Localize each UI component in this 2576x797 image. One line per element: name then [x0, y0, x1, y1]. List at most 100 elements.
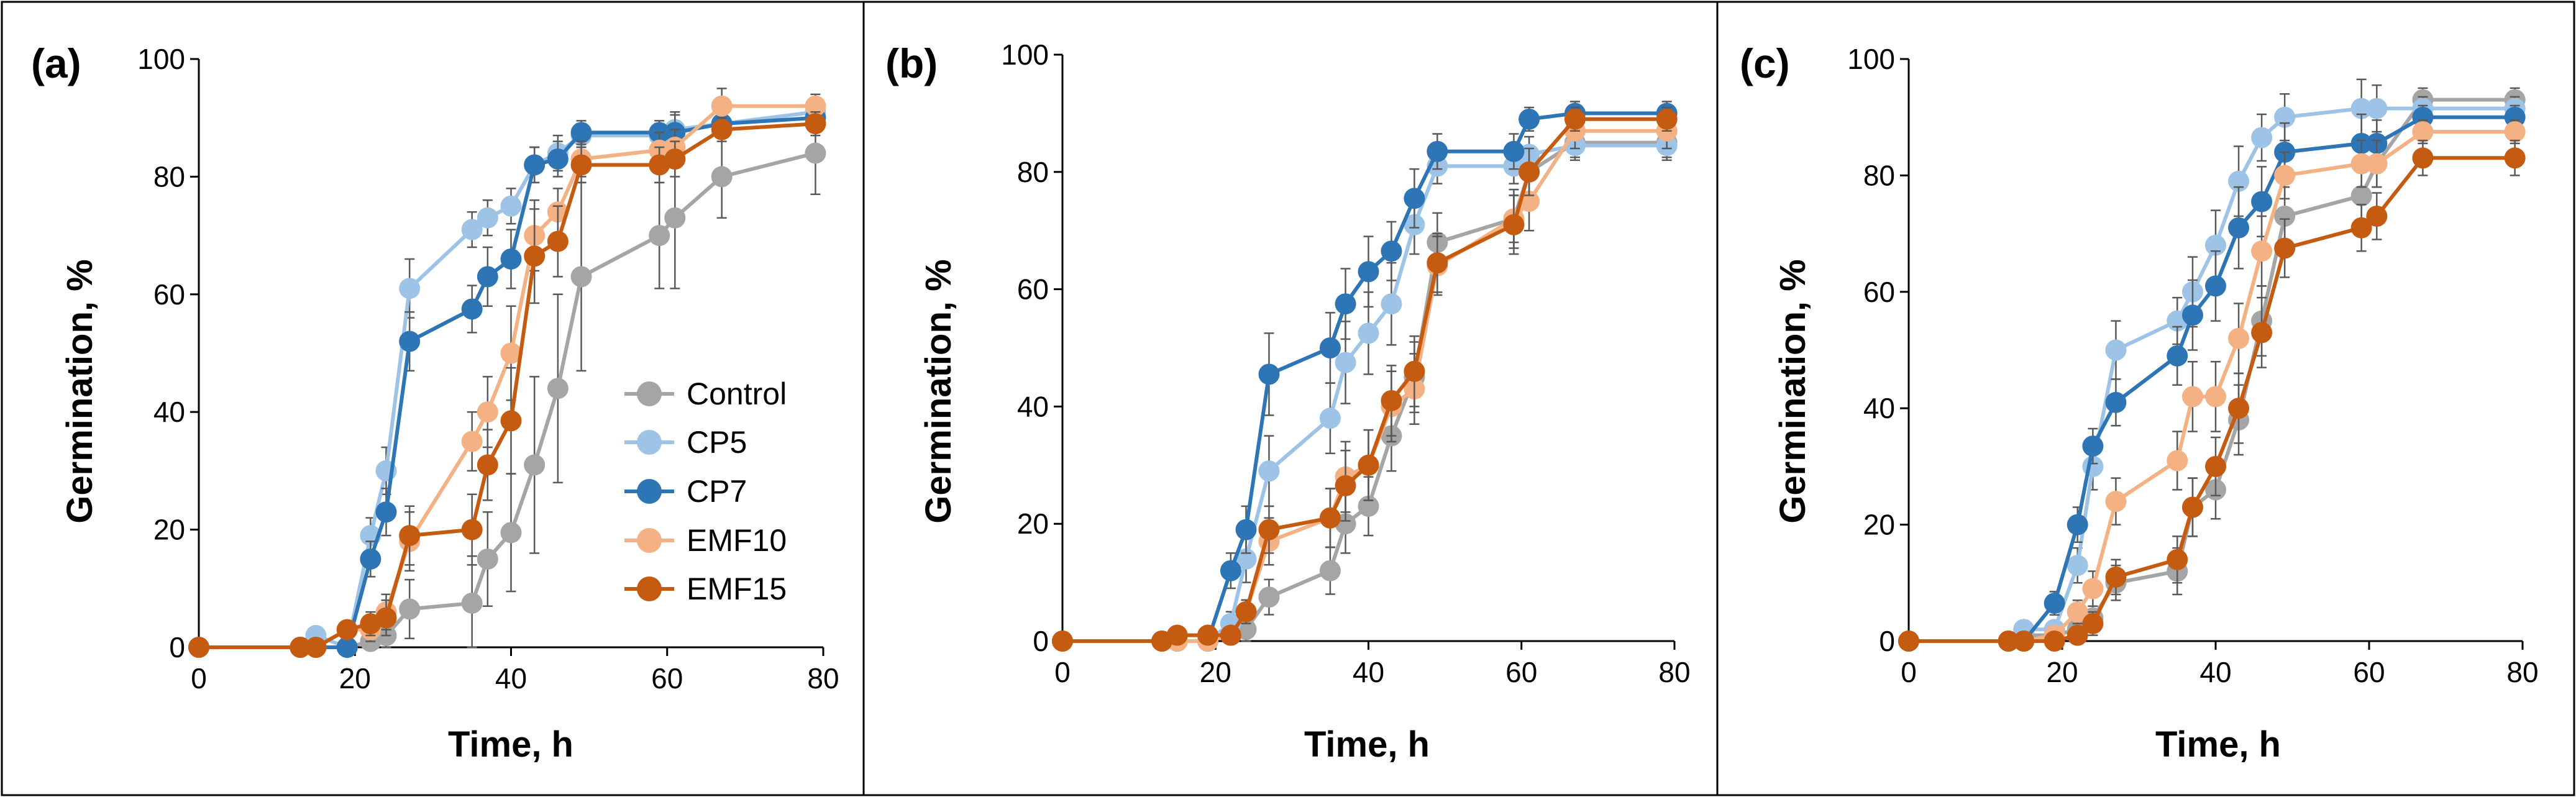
legend-item-cp7: CP7 — [624, 474, 747, 509]
x-tick-label: 40 — [2199, 656, 2231, 688]
data-point-cp7 — [1335, 293, 1356, 315]
series-cp7 — [1898, 104, 2526, 652]
data-point-control — [477, 548, 498, 570]
data-point-emf15 — [290, 637, 311, 658]
y-tick-label: 0 — [1033, 625, 1049, 657]
data-point-cp5 — [2274, 106, 2296, 128]
data-point-emf15 — [524, 245, 546, 267]
data-point-emf15 — [1503, 214, 1525, 235]
data-point-emf10 — [2067, 601, 2088, 623]
data-point-emf10 — [2504, 121, 2526, 143]
data-point-emf15 — [1898, 631, 1919, 652]
data-point-cp7 — [399, 330, 421, 352]
data-point-cp5 — [2067, 555, 2088, 576]
legend-label-control: Control — [687, 376, 787, 411]
data-point-control — [805, 142, 826, 164]
data-point-emf15 — [2412, 147, 2434, 169]
data-point-cp7 — [375, 501, 397, 523]
data-point-control — [1258, 586, 1280, 608]
data-point-emf10 — [2274, 165, 2296, 186]
data-point-emf15 — [188, 637, 209, 658]
data-point-emf15 — [2044, 631, 2065, 652]
data-point-cp7 — [1220, 560, 1241, 581]
data-point-cp7 — [1503, 140, 1525, 162]
data-point-emf10 — [711, 95, 733, 117]
data-point-emf15 — [1319, 507, 1341, 529]
data-point-cp7 — [2205, 275, 2226, 297]
data-point-emf15 — [1335, 475, 1356, 496]
data-point-emf10 — [2366, 153, 2388, 175]
y-tick-label: 40 — [153, 396, 185, 428]
data-point-emf15 — [1052, 631, 1073, 652]
y-tick-label: 60 — [1863, 276, 1895, 308]
data-point-emf15 — [336, 619, 358, 640]
data-point-emf10 — [2105, 491, 2127, 512]
data-point-cp7 — [1258, 363, 1280, 385]
y-tick-label: 100 — [1847, 43, 1895, 75]
x-axis-title: Time, h — [2155, 724, 2281, 765]
data-point-control — [399, 598, 421, 620]
data-point-cp5 — [500, 195, 522, 217]
panel-c: (c) Germination, % Time, h 020406080100 … — [1740, 40, 2539, 765]
data-point-cp5 — [1358, 322, 1379, 344]
panel-label: (b) — [885, 40, 938, 86]
data-point-emf15 — [2167, 549, 2188, 570]
x-tick-label: 0 — [1901, 656, 1917, 688]
data-point-control — [461, 592, 483, 614]
data-point-emf10 — [2167, 450, 2188, 471]
legend-marker-emf15 — [637, 576, 662, 601]
x-tick-label: 40 — [495, 662, 527, 695]
data-point-cp5 — [1381, 293, 1402, 315]
data-point-cp5 — [1258, 460, 1280, 482]
data-point-cp5 — [2105, 339, 2127, 361]
data-point-cp5 — [461, 219, 483, 240]
data-point-cp5 — [399, 278, 421, 299]
data-point-cp5 — [2251, 127, 2273, 148]
data-point-emf15 — [1519, 161, 1540, 183]
data-point-emf10 — [2228, 327, 2250, 349]
data-point-cp7 — [2105, 391, 2127, 413]
data-point-emf15 — [2082, 613, 2104, 634]
legend-label-cp7: CP7 — [687, 474, 747, 509]
data-point-emf15 — [2251, 322, 2273, 344]
y-tick-label: 40 — [1863, 392, 1895, 424]
data-point-cp5 — [1319, 408, 1341, 429]
data-point-cp7 — [2228, 217, 2250, 239]
legend-marker-control — [637, 381, 662, 406]
data-point-emf10 — [2412, 121, 2434, 143]
panel-label: (c) — [1740, 40, 1790, 86]
data-point-emf15 — [1427, 252, 1448, 274]
data-point-control — [570, 266, 592, 288]
data-point-control — [524, 454, 546, 476]
y-tick-label: 0 — [169, 631, 185, 663]
x-axis-title: Time, h — [448, 724, 573, 765]
data-point-cp7 — [2067, 514, 2088, 535]
y-tick-label: 20 — [1017, 508, 1049, 540]
data-point-emf15 — [2228, 398, 2250, 419]
data-point-emf15 — [1258, 519, 1280, 540]
data-point-emf15 — [2205, 455, 2226, 477]
data-point-emf15 — [2181, 496, 2203, 518]
data-point-emf15 — [461, 519, 483, 540]
data-point-control — [2274, 205, 2296, 227]
data-point-emf10 — [805, 95, 826, 117]
legend-label-emf10: EMF10 — [687, 523, 787, 558]
data-point-emf15 — [805, 113, 826, 135]
x-tick-label: 80 — [1658, 656, 1690, 688]
data-point-control — [500, 522, 522, 544]
data-point-emf10 — [2082, 578, 2104, 599]
data-point-emf15 — [2504, 147, 2526, 169]
data-point-emf15 — [1404, 360, 1425, 382]
data-point-emf15 — [477, 454, 498, 476]
data-point-emf15 — [2274, 237, 2296, 259]
data-point-emf15 — [399, 525, 421, 547]
legend-item-control: Control — [624, 376, 787, 411]
legend-item-cp5: CP5 — [624, 425, 747, 460]
data-point-control — [1358, 495, 1379, 517]
data-point-control — [547, 378, 569, 399]
x-tick-label: 0 — [191, 662, 207, 695]
y-tick-label: 20 — [1863, 509, 1895, 541]
